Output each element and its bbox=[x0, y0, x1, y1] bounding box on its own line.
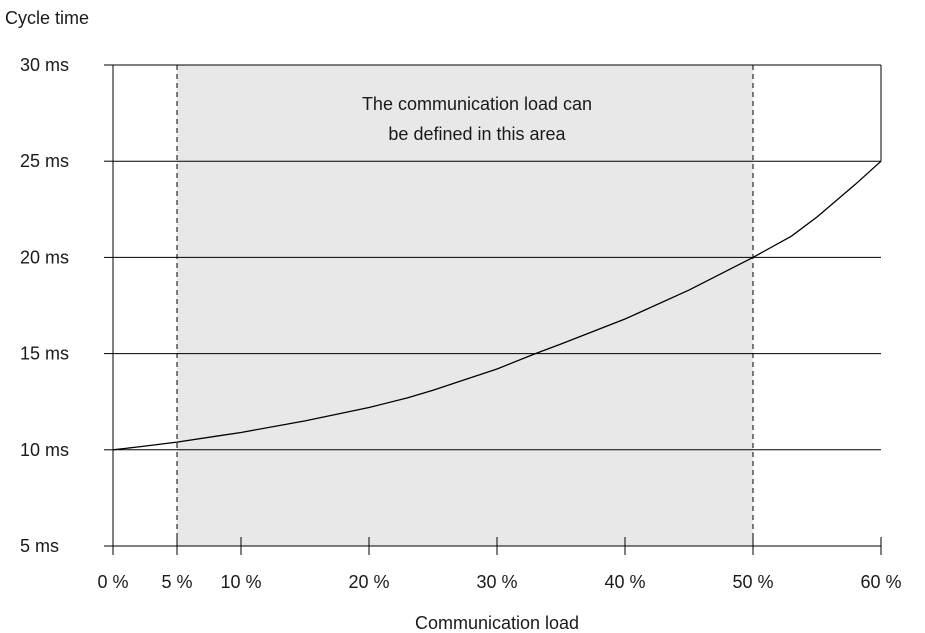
area-annotation-line-1: The communication load can bbox=[362, 94, 592, 114]
x-tick-label: 50 % bbox=[732, 572, 773, 592]
area-annotation-line-2: be defined in this area bbox=[388, 124, 566, 144]
x-tick-label: 0 % bbox=[97, 572, 128, 592]
y-tick-label: 20 ms bbox=[20, 247, 69, 267]
y-tick-label: 30 ms bbox=[20, 55, 69, 75]
x-tick-label: 5 % bbox=[161, 572, 192, 592]
y-tick-label: 10 ms bbox=[20, 440, 69, 460]
x-tick-label: 40 % bbox=[604, 572, 645, 592]
x-tick-label: 30 % bbox=[476, 572, 517, 592]
cycle-time-curve bbox=[112, 160, 882, 451]
y-axis-title: Cycle time bbox=[5, 8, 89, 28]
y-tick-label: 25 ms bbox=[20, 151, 69, 171]
y-tick-label: 5 ms bbox=[20, 536, 59, 556]
x-tick-label: 20 % bbox=[348, 572, 389, 592]
definable-area bbox=[177, 65, 753, 546]
x-tick-label: 60 % bbox=[860, 572, 901, 592]
y-tick-label: 15 ms bbox=[20, 344, 69, 364]
x-tick-label: 10 % bbox=[220, 572, 261, 592]
x-axis-title: Communication load bbox=[415, 613, 579, 633]
